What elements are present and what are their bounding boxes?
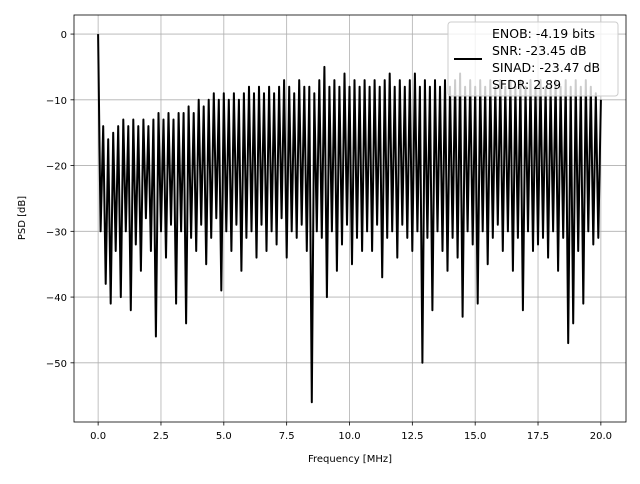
x-tick-label: 12.5 (401, 431, 423, 442)
y-tick-label: 0 (61, 30, 67, 41)
ticks: 0.0 2.5 5.0 7.5 10.0 12.5 15.0 17.5 20.0 0 −10 −20 −… (46, 30, 612, 442)
legend-sinad: SINAD: -23.47 dB (492, 60, 600, 75)
legend: ENOB: -4.19 bits SNR: -23.45 dB SINAD: -… (447, 21, 619, 97)
legend-box (447, 21, 619, 97)
y-tick-label: −10 (46, 96, 67, 107)
x-tick-label: 15.0 (464, 431, 486, 442)
psd-series-line (97, 34, 602, 404)
x-tick-label: 20.0 (590, 431, 612, 442)
y-tick-label: −40 (46, 293, 67, 304)
x-axis-label: Frequency [MHz] (308, 454, 392, 465)
x-tick-label: 2.5 (153, 431, 169, 442)
y-tick-label: −20 (46, 162, 67, 173)
legend-snr: SNR: -23.45 dB (492, 43, 587, 58)
y-axis-label: PSD [dB] (17, 196, 28, 240)
y-tick-label: −30 (46, 227, 67, 238)
legend-sfdr: SFDR: 2.89 (492, 77, 561, 92)
x-tick-label: 10.0 (338, 431, 360, 442)
x-tick-label: 0.0 (90, 431, 106, 442)
x-tick-label: 7.5 (279, 431, 295, 442)
legend-enob: ENOB: -4.19 bits (492, 26, 595, 41)
axes-frame (73, 14, 627, 423)
x-tick-label: 17.5 (527, 431, 549, 442)
x-tick-label: 5.0 (216, 431, 232, 442)
y-tick-label: −50 (46, 359, 67, 370)
series-layer (97, 34, 602, 404)
